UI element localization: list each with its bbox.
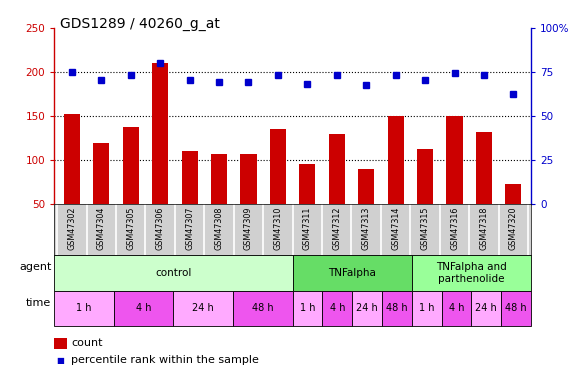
Text: GSM47316: GSM47316 — [450, 206, 459, 250]
Text: GSM47310: GSM47310 — [274, 206, 283, 250]
Text: 1 h: 1 h — [300, 303, 315, 313]
Bar — [447, 116, 463, 249]
Bar — [358, 169, 375, 249]
Text: GSM47307: GSM47307 — [185, 206, 194, 250]
Bar — [240, 154, 256, 249]
Bar — [54, 291, 114, 326]
Text: GSM47313: GSM47313 — [361, 206, 371, 250]
Bar — [299, 164, 315, 249]
Text: GSM47305: GSM47305 — [126, 206, 135, 250]
Bar — [54, 255, 292, 291]
Bar — [152, 63, 168, 249]
Text: GSM47309: GSM47309 — [244, 206, 253, 250]
Text: 24 h: 24 h — [476, 303, 497, 313]
Bar — [174, 291, 233, 326]
Text: 48 h: 48 h — [252, 303, 274, 313]
Bar — [441, 291, 472, 326]
Bar — [388, 116, 404, 249]
Bar — [323, 291, 352, 326]
Bar — [417, 149, 433, 249]
Text: GSM47304: GSM47304 — [97, 206, 106, 250]
Bar — [182, 151, 198, 249]
Text: 1 h: 1 h — [77, 303, 92, 313]
Text: GSM47315: GSM47315 — [421, 206, 429, 250]
Text: GSM47306: GSM47306 — [156, 206, 164, 250]
Text: control: control — [155, 268, 192, 278]
Bar — [233, 291, 292, 326]
Text: GSM47311: GSM47311 — [303, 206, 312, 250]
Bar — [64, 114, 80, 249]
Text: TNFalpha and
parthenolide: TNFalpha and parthenolide — [436, 262, 507, 284]
Bar — [476, 132, 492, 249]
Bar — [211, 154, 227, 249]
Text: GSM47312: GSM47312 — [332, 206, 341, 250]
Text: 48 h: 48 h — [386, 303, 408, 313]
Bar — [114, 291, 174, 326]
Text: GSM47302: GSM47302 — [67, 206, 77, 250]
Text: 4 h: 4 h — [449, 303, 464, 313]
Text: 48 h: 48 h — [505, 303, 527, 313]
Bar — [412, 291, 441, 326]
Text: GSM47320: GSM47320 — [509, 206, 518, 250]
Bar — [382, 291, 412, 326]
Bar — [123, 127, 139, 249]
Text: 4 h: 4 h — [136, 303, 151, 313]
Text: count: count — [71, 339, 103, 348]
Bar — [292, 291, 323, 326]
Text: 4 h: 4 h — [329, 303, 345, 313]
Text: TNFalpha: TNFalpha — [328, 268, 376, 278]
Text: 1 h: 1 h — [419, 303, 435, 313]
Text: GSM47314: GSM47314 — [391, 206, 400, 250]
Text: ■: ■ — [56, 356, 64, 365]
Text: GDS1289 / 40260_g_at: GDS1289 / 40260_g_at — [60, 17, 220, 31]
Bar — [329, 134, 345, 249]
Text: 24 h: 24 h — [192, 303, 214, 313]
Text: time: time — [26, 298, 51, 308]
Bar — [501, 291, 531, 326]
Bar — [270, 129, 286, 249]
Text: GSM47308: GSM47308 — [215, 206, 224, 250]
Bar — [472, 291, 501, 326]
Text: percentile rank within the sample: percentile rank within the sample — [71, 356, 259, 365]
Bar — [412, 255, 531, 291]
Bar — [292, 255, 412, 291]
Text: GSM47318: GSM47318 — [480, 206, 488, 250]
Text: 24 h: 24 h — [356, 303, 378, 313]
Text: agent: agent — [19, 262, 51, 273]
Bar — [352, 291, 382, 326]
Bar — [93, 143, 110, 249]
Bar — [505, 184, 521, 249]
